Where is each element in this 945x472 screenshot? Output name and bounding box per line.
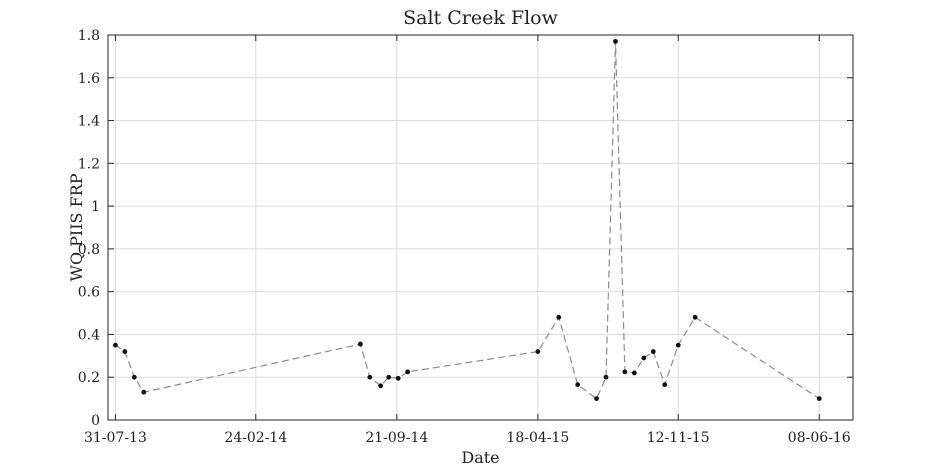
axis-tick-labels: 0 0.2 0.4 0.6 0.8 1 1.2 1.4 1.6 1.8 31-07-13 24-02-…	[78, 28, 851, 446]
chart-title: Salt Creek Flow	[403, 7, 558, 29]
y-tick-label: 0.2	[78, 370, 100, 386]
data-point	[603, 374, 609, 380]
data-point	[131, 374, 137, 380]
plot-area-frame	[107, 34, 854, 421]
data-point	[675, 342, 681, 348]
data-point	[613, 39, 618, 44]
y-tick-label: 1.8	[78, 28, 100, 44]
data-point	[556, 314, 562, 320]
y-tick-label: 0.8	[78, 242, 100, 258]
x-tick-label: 31-07-13	[84, 430, 147, 446]
data-point	[367, 374, 373, 380]
y-tick-label: 1.4	[78, 114, 100, 130]
data-point	[386, 374, 392, 380]
y-tick-label: 0.6	[78, 285, 100, 301]
data-point	[378, 383, 384, 389]
data-point	[535, 349, 541, 354]
y-tick-label: 0.4	[78, 327, 100, 343]
y-tick-label: 0	[91, 413, 100, 429]
data-point	[357, 341, 363, 347]
series-layer	[113, 39, 822, 402]
axis-ticks	[108, 34, 853, 421]
y-tick-label: 1.6	[78, 71, 100, 87]
x-tick-label: 18-04-15	[506, 430, 569, 446]
data-point	[594, 396, 599, 402]
x-tick-label: 21-09-14	[365, 430, 428, 446]
data-point	[622, 369, 628, 375]
data-point	[650, 349, 656, 354]
data-point	[141, 389, 147, 395]
data-point	[692, 314, 698, 320]
x-tick-label: 12-11-15	[647, 430, 710, 446]
data-point	[662, 382, 668, 388]
y-tick-label: 1.2	[78, 156, 100, 172]
x-tick-label: 08-06-16	[788, 430, 851, 446]
data-point	[575, 382, 581, 388]
data-point	[816, 396, 822, 402]
grid	[108, 34, 853, 421]
y-axis-label: WQ PIIS FRP	[67, 173, 86, 281]
data-point	[631, 370, 637, 376]
y-tick-label: 1	[91, 199, 100, 215]
data-point	[641, 355, 647, 361]
x-axis-label: Date	[461, 448, 499, 467]
data-point	[113, 342, 118, 348]
data-point	[122, 349, 128, 354]
data-point	[395, 375, 401, 381]
series-line	[115, 41, 820, 400]
data-point	[405, 369, 411, 375]
x-tick-label: 24-02-14	[224, 430, 287, 446]
